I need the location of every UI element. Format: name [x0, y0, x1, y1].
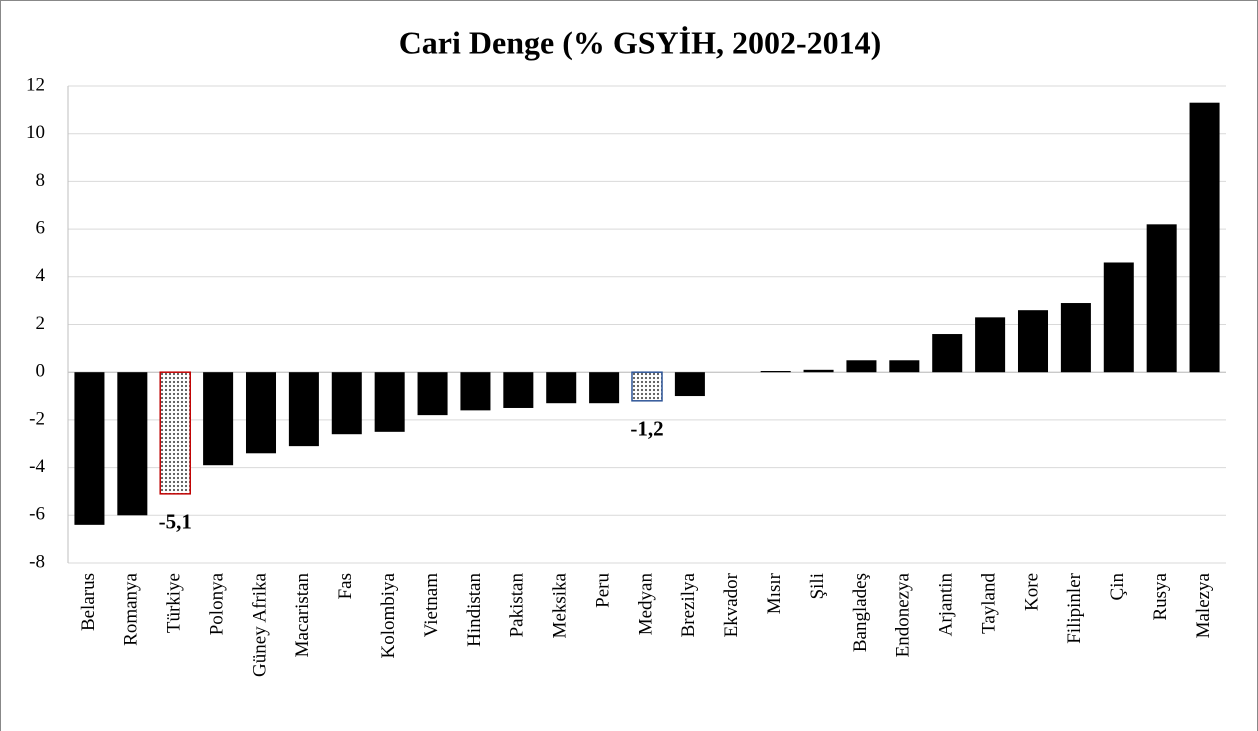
x-tick-label: Pakistan: [507, 573, 528, 638]
y-tick-label: 0: [36, 361, 46, 382]
x-tick-label: Mısır: [764, 572, 785, 614]
bar: [846, 360, 877, 373]
y-tick-label: 10: [26, 122, 45, 143]
bar: [760, 371, 791, 373]
value-label: -1,2: [630, 417, 663, 441]
bar: [1060, 303, 1091, 373]
y-tick-label: 12: [26, 74, 45, 95]
x-tick-label: Türkiye: [164, 573, 185, 633]
x-tick-label: Macaristan: [292, 573, 313, 658]
x-tick-label: Güney Afrika: [249, 572, 270, 677]
bar: [288, 372, 319, 447]
x-tick-label: Romanya: [121, 572, 142, 645]
x-tick-label: Medyan: [635, 573, 656, 636]
y-tick-label: -6: [29, 504, 45, 525]
bar: [589, 372, 620, 404]
x-tick-label: Tayland: [978, 573, 999, 634]
bar: [1146, 224, 1177, 373]
x-tick-label: Kore: [1021, 573, 1042, 611]
x-tick-label: Endonezya: [893, 572, 914, 657]
bar: [1103, 262, 1134, 373]
value-label: -5,1: [159, 510, 192, 534]
x-tick-label: Belarus: [78, 573, 99, 631]
bar: [932, 334, 963, 373]
bar: [117, 372, 148, 516]
bar: [159, 371, 191, 495]
bar: [674, 372, 705, 397]
y-tick-label: 8: [36, 170, 46, 191]
y-tick-label: 4: [36, 265, 46, 286]
bar: [546, 372, 577, 404]
bar: [460, 372, 491, 411]
bar: [203, 372, 234, 466]
x-tick-label: Brezilya: [678, 572, 699, 637]
bar: [245, 372, 277, 454]
x-tick-label: Rusya: [1150, 572, 1171, 620]
x-tick-label: Meksika: [550, 572, 571, 638]
bar: [503, 372, 534, 408]
bar: [803, 369, 834, 373]
bar: [74, 372, 105, 525]
x-tick-label: Peru: [592, 573, 613, 608]
y-tick-label: 2: [36, 313, 46, 334]
x-tick-label: Şili: [807, 573, 828, 599]
x-tick-label: Malezya: [1193, 572, 1214, 638]
x-tick-label: Vietnam: [421, 573, 442, 638]
y-tick-label: 6: [36, 217, 46, 238]
chart-title: Cari Denge (% GSYİH, 2002-2014): [399, 24, 882, 60]
x-tick-label: Fas: [335, 573, 356, 599]
bar: [374, 372, 405, 432]
x-tick-label: Kolombiya: [378, 572, 399, 658]
x-tick-label: Polonya: [206, 572, 227, 635]
bar: [1189, 102, 1220, 373]
bar: [975, 317, 1006, 373]
bar: [631, 371, 663, 402]
x-tick-label: Filipinler: [1064, 572, 1085, 643]
bar: [331, 372, 362, 435]
x-tick-label: Çin: [1107, 573, 1128, 601]
x-tick-label: Bangladeş: [850, 573, 871, 652]
x-tick-label: Ekvador: [721, 572, 742, 637]
bar: [1017, 310, 1049, 373]
bar: [889, 360, 920, 373]
x-tick-label: Arjantin: [936, 573, 957, 637]
y-tick-label: -2: [29, 408, 45, 429]
bar: [417, 372, 448, 416]
y-tick-label: -4: [29, 456, 45, 477]
y-tick-label: -8: [29, 551, 45, 572]
x-tick-label: Hindistan: [464, 573, 485, 647]
